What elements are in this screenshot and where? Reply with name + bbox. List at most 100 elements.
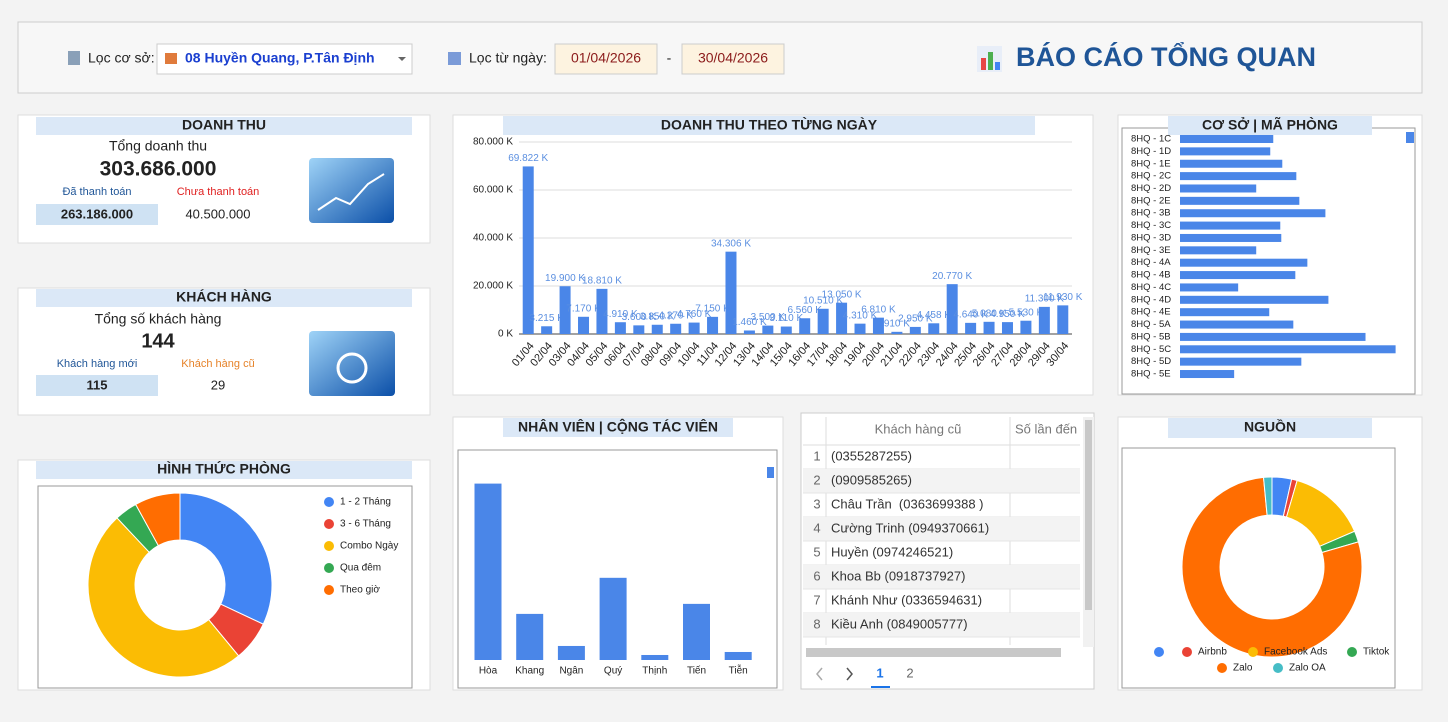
bar — [707, 316, 719, 334]
data-label: 4.760 K — [677, 309, 712, 320]
chart-title: DOANH THU THEO TỪNG NGÀY — [661, 116, 878, 133]
y-tick-label: 8HQ - 3B — [1131, 208, 1171, 219]
page-number[interactable]: 1 — [876, 665, 883, 680]
table-card — [800, 412, 1095, 690]
data-label: 11.300 K — [1025, 294, 1065, 305]
bar — [651, 324, 663, 334]
date-label: Lọc từ ngày: — [469, 50, 547, 66]
y-tick-label: 80.000 K — [473, 137, 513, 148]
data-label: 2.950 K — [898, 314, 933, 325]
branch-dropdown[interactable] — [156, 43, 413, 75]
bar — [1180, 147, 1271, 156]
paid-box — [36, 204, 158, 225]
row-index: 6 — [813, 568, 820, 583]
data-label: 4.950 K — [990, 309, 1025, 320]
calendar-icon — [448, 52, 461, 65]
data-label: 4.270 K — [658, 310, 693, 321]
data-label: 7.170 K — [566, 303, 601, 314]
y-tick-label: 8HQ - 4C — [1131, 282, 1171, 293]
data-label: 5.530 K — [1009, 307, 1044, 318]
legend-label: Airbnb — [1198, 647, 1227, 658]
bar — [1057, 305, 1069, 334]
bar — [799, 318, 811, 334]
row-index: 3 — [813, 496, 820, 511]
revenue-image — [309, 158, 394, 223]
legend-label: Qua đêm — [340, 563, 381, 574]
total-value: 303.686.000 — [100, 158, 217, 181]
y-tick-label: 8HQ - 5A — [1131, 319, 1171, 330]
scroll-indicator[interactable] — [1406, 132, 1414, 143]
page-next[interactable] — [846, 667, 853, 681]
bar — [614, 322, 626, 334]
row-index: 8 — [813, 616, 820, 631]
x-tick-label: Hòa — [479, 666, 498, 677]
bar — [780, 326, 792, 334]
customer-name: Kiều Anh (0849005777) — [831, 616, 968, 631]
bar — [854, 323, 866, 334]
legend-marker — [324, 519, 334, 529]
building-icon — [68, 51, 80, 65]
chart-title: NGUỒN — [1244, 418, 1296, 435]
x-tick-label: Khang — [515, 666, 544, 677]
data-label: 3.110 K — [769, 313, 803, 324]
row-bg — [803, 517, 1080, 541]
data-label: 910 K — [884, 318, 910, 329]
bar — [541, 326, 553, 334]
bar — [1180, 159, 1283, 168]
y-tick-label: 8HQ - 3E — [1131, 245, 1171, 256]
bar — [1180, 295, 1329, 304]
date-from-box[interactable] — [554, 43, 658, 75]
legend-marker — [1217, 663, 1227, 673]
legend-label: Combo Ngày — [340, 541, 398, 552]
legend-marker — [1273, 663, 1283, 673]
data-label: 4.458 K — [917, 310, 952, 321]
y-tick-label: 8HQ - 1E — [1131, 158, 1171, 169]
card-title: DOANH THU — [182, 117, 266, 133]
paid-value: 263.186.000 — [61, 206, 133, 221]
bar — [891, 331, 903, 334]
paid-label: Đã thanh toán — [62, 186, 131, 198]
bar — [1180, 221, 1281, 230]
data-label: 19.900 K — [545, 273, 585, 284]
bar — [522, 166, 534, 334]
data-label: 3.215 K — [529, 313, 564, 324]
page-underline — [871, 686, 890, 688]
unpaid-value: 40.500.000 — [185, 206, 250, 221]
data-label: 3.850 K — [640, 311, 675, 322]
scrollbar-thumb[interactable] — [1085, 420, 1092, 610]
y-tick-label: 8HQ - 3D — [1131, 232, 1171, 243]
h-scrollbar[interactable] — [806, 648, 1061, 657]
chart-title: HÌNH THỨC PHÒNG — [157, 460, 291, 477]
new-value: 115 — [87, 377, 108, 392]
legend-label: 3 - 6 Tháng — [340, 519, 391, 530]
bar — [1001, 322, 1013, 334]
page-number[interactable]: 2 — [906, 665, 913, 680]
y-tick-label: 8HQ - 1C — [1131, 134, 1171, 145]
card-header — [503, 116, 1035, 135]
data-label: 3.500 K — [751, 312, 786, 323]
bar — [762, 325, 774, 334]
data-label: 11.930 K — [1043, 292, 1083, 303]
x-tick-label: Tiến — [687, 665, 706, 677]
scroll-indicator[interactable] — [767, 467, 774, 478]
bar — [1180, 370, 1235, 379]
branch-label: Lọc cơ sở: — [88, 50, 155, 66]
x-tick-label: Tiễn — [729, 664, 748, 677]
bar — [965, 322, 977, 334]
date-to-box[interactable] — [681, 43, 785, 75]
old-label: Khách hàng cũ — [181, 358, 254, 370]
bar — [1180, 246, 1257, 255]
legend-marker — [324, 563, 334, 573]
bar — [1180, 332, 1366, 341]
bar — [557, 645, 585, 660]
bar — [909, 326, 921, 334]
card-header — [36, 289, 412, 307]
legend-marker — [1182, 647, 1192, 657]
customer-image — [309, 331, 395, 396]
bar — [1038, 306, 1050, 334]
data-label: 18.810 K — [582, 275, 622, 286]
bar — [1180, 320, 1294, 329]
page-prev — [816, 667, 823, 681]
card — [452, 114, 1094, 396]
